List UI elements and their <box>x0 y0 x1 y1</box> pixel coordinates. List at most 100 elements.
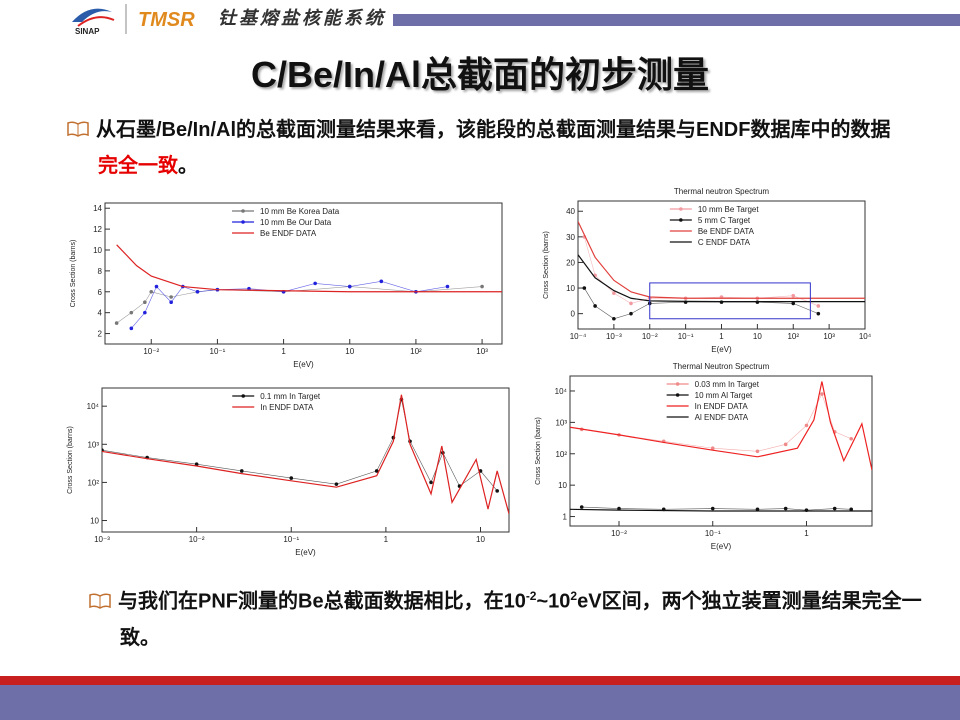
x-tick-label: 1 <box>384 535 389 544</box>
series-line <box>578 221 865 299</box>
x-tick-label: 10² <box>787 332 799 341</box>
data-point <box>195 289 200 294</box>
data-point <box>334 482 339 486</box>
data-point <box>804 423 809 428</box>
data-point <box>710 506 715 511</box>
data-point <box>149 289 154 294</box>
bullet: 与我们在PNF测量的Be总截面数据相比，在10-2~102eV区间，两个独立装置… <box>88 578 960 656</box>
x-axis-label: E(eV) <box>295 548 316 557</box>
footer-bar <box>0 676 960 685</box>
data-point <box>791 301 796 306</box>
plot-content <box>102 394 509 514</box>
legend-swatch <box>675 382 680 386</box>
legend-label: 0.1 mm In Target <box>260 392 321 401</box>
data-point <box>755 507 760 512</box>
brand: TMSR <box>138 9 195 31</box>
y-tick-label: 1 <box>563 513 568 522</box>
series-line <box>584 287 819 320</box>
x-tick-label: 10 <box>476 535 485 544</box>
x-tick-label: 10⁻¹ <box>705 529 721 538</box>
x-tick-label: 10² <box>410 347 422 356</box>
legend-label: 5 mm C Target <box>698 216 751 225</box>
chart: E(eV) Cross Section (barns) 10⁻³ 10⁻² 10⁻¹ 1 1… <box>67 387 510 557</box>
y-tick-label: 6 <box>98 288 103 297</box>
data-point <box>313 281 317 286</box>
data-point <box>169 295 173 299</box>
data-point <box>114 321 119 325</box>
legend-label: 10 mm Al Target <box>695 391 753 400</box>
plot-content <box>570 381 872 512</box>
series-line <box>570 381 872 471</box>
bullet: 从石墨/Be/In/Al的总截面测量结果来看，该能段的总截面测量结果与ENDF数… <box>66 112 898 184</box>
x-tick-label: 10⁻² <box>611 529 627 538</box>
x-tick-label: 1 <box>719 332 724 341</box>
bullet-text: 完全一致 <box>98 155 178 177</box>
data-point <box>129 310 134 315</box>
y-tick-label: 10⁴ <box>555 387 568 396</box>
y-axis-label: Cross Section (barns) <box>67 426 74 494</box>
x-axis-label: E(eV) <box>711 542 732 551</box>
highlight-box <box>649 282 811 320</box>
data-point <box>143 310 147 315</box>
data-point <box>791 293 796 298</box>
x-tick-label: 10⁻⁴ <box>570 332 587 341</box>
data-point <box>629 301 633 306</box>
chart-title: Thermal Neutron Spectrum <box>673 362 770 371</box>
x-tick-label: 10³ <box>823 332 835 341</box>
header: SINAP TMSR 钍基熔盐核能系统 <box>72 4 960 36</box>
y-tick-label: 0 <box>571 310 576 319</box>
legend-label: In ENDF DATA <box>695 402 749 411</box>
data-point <box>593 304 597 308</box>
data-point <box>247 286 251 291</box>
data-point <box>783 442 788 447</box>
chart: Thermal Neutron Spectrum E(eV) Cross Secti… <box>535 362 873 551</box>
legend-swatch <box>675 393 680 397</box>
legend-label: Be ENDF DATA <box>260 229 317 238</box>
series-line <box>578 254 865 303</box>
logo-mark <box>72 8 112 22</box>
title: C/Be/In/Al总截面的初步测量 <box>250 54 710 95</box>
series-line <box>570 508 872 512</box>
logo-text: SINAP <box>75 27 100 36</box>
header-bar <box>393 14 960 26</box>
x-tick-label: 10 <box>345 347 354 356</box>
figure: Thermal neutron Spectrum E(eV) Cross Secti… <box>538 185 873 355</box>
legend-label: C ENDF DATA <box>698 238 751 247</box>
bullet-text: 2 <box>570 589 578 603</box>
x-tick-label: 10⁻² <box>143 347 159 356</box>
legend-swatch <box>679 218 683 222</box>
data-point <box>480 284 484 289</box>
x-tick-label: 1 <box>281 347 286 356</box>
plot-content <box>114 244 502 331</box>
bullet-text: -2 <box>525 589 537 603</box>
plot-area <box>577 200 866 330</box>
data-point <box>429 480 433 485</box>
bullet-icon <box>67 121 89 137</box>
y-tick-label: 14 <box>93 204 102 213</box>
bullet-icon <box>89 593 111 609</box>
y-tick-label: 12 <box>93 225 102 234</box>
y-tick-label: 2 <box>98 330 103 339</box>
data-point <box>379 279 384 284</box>
y-tick-label: 30 <box>566 233 575 242</box>
data-point <box>849 507 854 512</box>
y-tick-label: 10² <box>555 450 567 459</box>
y-axis-label: Cross Section (barns) <box>535 417 542 485</box>
y-tick-label: 4 <box>98 309 103 318</box>
plot-area <box>104 202 503 345</box>
chart: Thermal neutron Spectrum E(eV) Cross Secti… <box>543 187 872 354</box>
legend-swatch <box>241 220 245 224</box>
plot-content <box>578 221 865 321</box>
data-point <box>347 284 352 289</box>
data-point <box>783 506 788 511</box>
footer-bar <box>0 685 960 720</box>
series-line <box>131 281 448 329</box>
y-tick-label: 20 <box>566 258 575 267</box>
data-point <box>629 311 633 316</box>
legend-label: 10 mm Be Korea Data <box>260 207 340 216</box>
x-tick-label: 10 <box>753 332 762 341</box>
figure: E(eV) Cross Section (barns) 10⁻³ 10⁻² 10⁻¹ 1 1… <box>62 380 517 558</box>
legend-swatch <box>679 207 683 211</box>
legend-swatch <box>241 209 245 213</box>
